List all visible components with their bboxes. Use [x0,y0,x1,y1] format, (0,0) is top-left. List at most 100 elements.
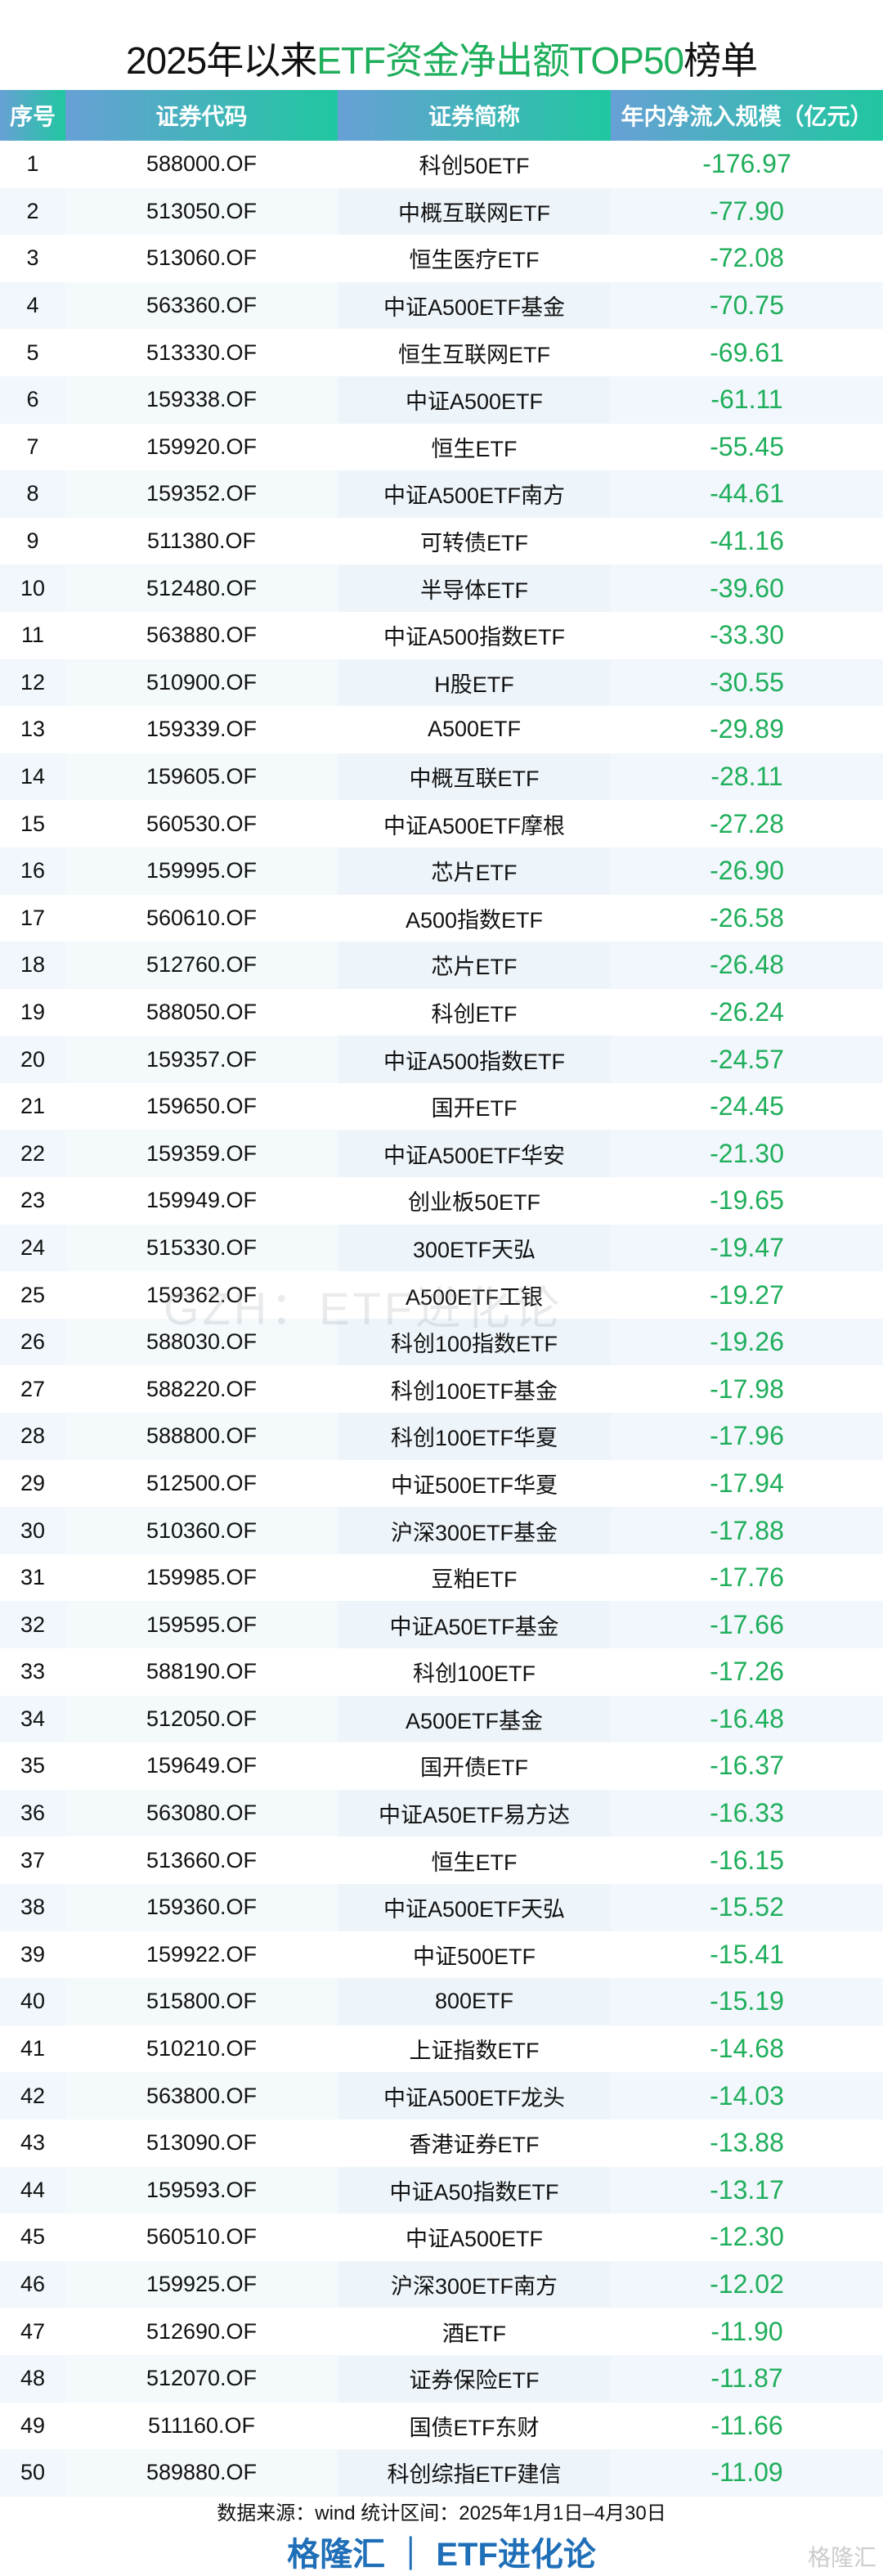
flow-cell: -24.45 [710,1091,784,1122]
flow-cell: -17.66 [611,1601,883,1648]
code-cell: 510360.OF [65,1507,338,1554]
title-part1: 2025年以来 [125,39,317,82]
table-row: 39 159922.OF 中证500ETF -15.41 [0,1931,883,1979]
code-cell: 159650.OF [146,1094,258,1119]
flow-cell: -69.61 [710,337,784,367]
code-cell: 588220.OF [146,1376,258,1401]
flow-cell: -13.88 [710,2128,784,2158]
code-cell: 512480.OF [65,564,338,612]
code-cell: 159339.OF [146,717,258,742]
rank-cell: 42 [0,2072,65,2120]
data-source-note: 数据来源：wind 统计区间：2025年1月1日–4月30日 [217,2502,666,2524]
flow-cell: -77.90 [611,187,883,236]
rank-cell: 44 [0,2166,65,2214]
title-highlight: ETF资金净出额TOP50 [316,39,684,82]
code-cell: 159922.OF [146,1941,258,1967]
name-cell: 证券保险ETF [338,2354,611,2403]
code-cell: 159649.OF [146,1753,258,1778]
name-cell: H股ETF [338,659,611,707]
name-cell: 中证A500指数ETF [338,1036,611,1083]
name-cell: 国开债ETF [420,1756,528,1781]
flow-cell: -12.30 [710,2222,784,2252]
code-cell: 588190.OF [146,1659,258,1684]
rank-cell: 35 [20,1753,46,1778]
table-row: 26 588030.OF 科创100指数ETF -19.26 [0,1318,883,1366]
table-row: 50 589880.OF 科创综指ETF建信 -11.09 [0,2449,883,2497]
flow-cell: -19.27 [710,1279,784,1310]
rank-cell: 49 [20,2412,46,2438]
name-cell: 科创100ETF基金 [390,1378,558,1404]
code-cell: 512050.OF [65,1695,338,1743]
name-cell: 创业板50ETF [407,1190,541,1216]
flow-cell: -41.16 [710,526,784,556]
rank-cell: 22 [0,1130,65,1178]
code-cell: 560510.OF [146,2224,258,2250]
name-cell: 中证A50指数ETF [338,2166,611,2214]
name-cell: 中证A500指数ETF [383,625,566,650]
rank-cell: 20 [0,1036,65,1083]
rank-cell: 37 [20,1847,46,1872]
code-cell: 159360.OF [65,1883,338,1931]
table-row: 14 159605.OF 中概互联ETF -28.11 [0,753,883,801]
code-cell: 513060.OF [146,245,258,271]
flow-cell: -17.98 [710,1373,784,1404]
code-cell: 512070.OF [65,2354,338,2403]
flow-cell: -14.03 [611,2072,883,2120]
rank-cell: 47 [20,2318,46,2344]
table-row: 27 588220.OF 科创100ETF基金 -17.98 [0,1365,883,1413]
code-cell: 511160.OF [147,2412,256,2438]
code-cell: 513090.OF [146,2130,258,2156]
code-cell: 560610.OF [146,905,258,930]
flow-cell: -29.89 [710,714,784,744]
name-cell: 国开ETF [431,1096,518,1122]
table-row: 3 513060.OF 恒生医疗ETF -72.08 [0,235,883,282]
flow-cell: -55.45 [710,431,784,461]
name-cell: 800ETF [338,1978,611,2025]
table-row: 22 159359.OF 中证A500ETF华安 -21.30 [0,1130,883,1178]
rank-cell: 19 [20,999,46,1024]
table-row: 28 588800.OF 科创100ETF华夏 -17.96 [0,1413,883,1460]
rank-cell: 38 [0,1883,65,1931]
rank-cell: 50 [0,2449,65,2497]
rank-cell: 48 [0,2354,65,2403]
rank-cell: 41 [20,2036,46,2061]
table-row: 20 159357.OF 中证A500指数ETF -24.57 [0,1036,883,1083]
code-cell: 159605.OF [65,753,338,801]
table-row: 18 512760.OF 芯片ETF -26.48 [0,942,883,989]
code-cell: 159995.OF [65,847,338,895]
table-row: 40 515800.OF 800ETF -15.19 [0,1978,883,2025]
name-cell: 科创100指数ETF [338,1318,611,1366]
table-row: 15 560530.OF 中证A500ETF摩根 -27.28 [0,800,883,847]
rank-cell: 4 [0,281,65,330]
code-cell: 563360.OF [65,281,338,330]
name-cell: 芯片ETF [338,942,611,989]
table-row: 19 588050.OF 科创ETF -26.24 [0,989,883,1036]
table-row: 17 560610.OF A500指数ETF -26.58 [0,895,883,942]
rank-cell: 25 [20,1282,46,1307]
flow-cell: -19.65 [710,1185,784,1216]
code-cell: 589880.OF [65,2449,338,2497]
flow-cell: -11.87 [611,2354,883,2403]
table-row: 2 513050.OF 中概互联网ETF -77.90 [0,187,883,236]
watermark: GZH：ETF进化论 [164,1283,563,1334]
rank-cell: 31 [20,1565,46,1590]
code-cell: 159949.OF [146,1188,258,1213]
table-row: 8 159352.OF 中证A500ETF南方 -44.61 [0,470,883,518]
header-flow: 年内净流入规模（亿元） [611,90,883,141]
table-row: 49 511160.OF 国债ETF东财 -11.66 [0,2403,883,2450]
flow-cell: -14.68 [710,2034,784,2064]
name-cell: 中证A500ETF基金 [338,281,611,330]
rank-cell: 29 [20,1470,46,1495]
title-part3: 榜单 [684,39,758,82]
name-cell: 沪深300ETF南方 [338,2260,611,2309]
rank-cell: 39 [20,1941,46,1967]
flow-cell: -26.58 [710,902,784,933]
code-cell: 159920.OF [146,434,258,459]
name-cell: 恒生ETF [431,1850,518,1875]
name-cell: 科创50ETF [419,154,530,179]
name-cell: 中证A500ETF华安 [338,1130,611,1178]
flow-cell: -28.11 [611,753,883,801]
code-cell: 159352.OF [65,470,338,518]
table-row: 44 159593.OF 中证A50指数ETF -13.17 [0,2166,883,2214]
flow-cell: -16.48 [611,1695,883,1743]
